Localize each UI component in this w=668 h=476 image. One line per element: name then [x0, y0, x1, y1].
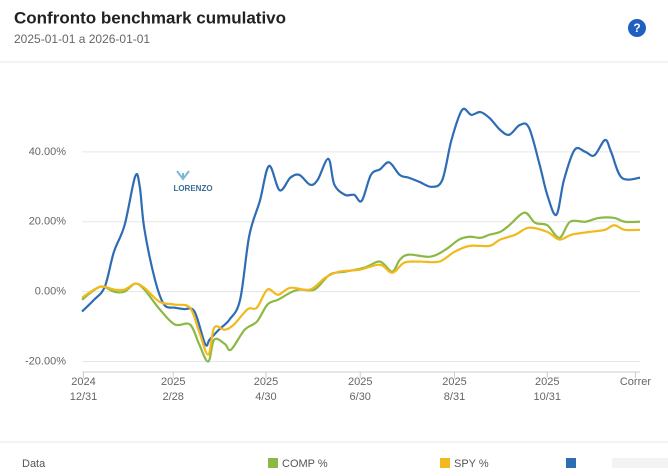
legend-swatch	[440, 458, 450, 468]
title: Confronto benchmark cumulativo	[14, 8, 286, 27]
watermark-logo	[176, 170, 190, 181]
y-tick-label: -20.00%	[25, 355, 66, 367]
legend-title: Data	[22, 458, 46, 470]
series-line	[81, 224, 641, 356]
x-tick-label: 12/31	[70, 391, 98, 403]
legend-label: SPY %	[454, 458, 489, 470]
x-tick-label: 2025	[535, 376, 559, 388]
x-tick-label: 6/30	[350, 391, 371, 403]
x-tick-label: 2025	[254, 376, 278, 388]
legend-swatch	[268, 458, 278, 468]
legend-swatch	[566, 458, 576, 468]
legend: Data COMP % SPY %	[22, 458, 668, 470]
legend-label: COMP %	[282, 458, 328, 470]
y-tick-label: 0.00%	[35, 286, 66, 298]
help-button[interactable]	[628, 19, 646, 37]
x-tick-label: 10/31	[533, 391, 561, 403]
subtitle: 2025-01-01 a 2026-01-01	[14, 32, 150, 46]
legend-label-redacted	[612, 458, 668, 468]
x-tick-label: 2/28	[163, 391, 184, 403]
series-line	[81, 107, 641, 347]
x-tick-label: 8/31	[444, 391, 465, 403]
x-tick-label: 2024	[71, 376, 95, 388]
y-tick-label: 20.00%	[29, 216, 67, 228]
help-icon[interactable]: ?	[633, 21, 640, 35]
y-tick-label: 40.00%	[29, 146, 67, 158]
x-tick-label: 2025	[348, 376, 372, 388]
x-tick-label: Correr	[620, 376, 652, 388]
x-tick-label: 2025	[442, 376, 466, 388]
plot: 40.00% 20.00% 0.00% -20.00% 2024 12/31 2025 2/2…	[25, 107, 652, 403]
watermark: LORENZO	[173, 184, 212, 193]
x-tick-label: 2025	[161, 376, 185, 388]
x-tick-label: 4/30	[255, 391, 276, 403]
